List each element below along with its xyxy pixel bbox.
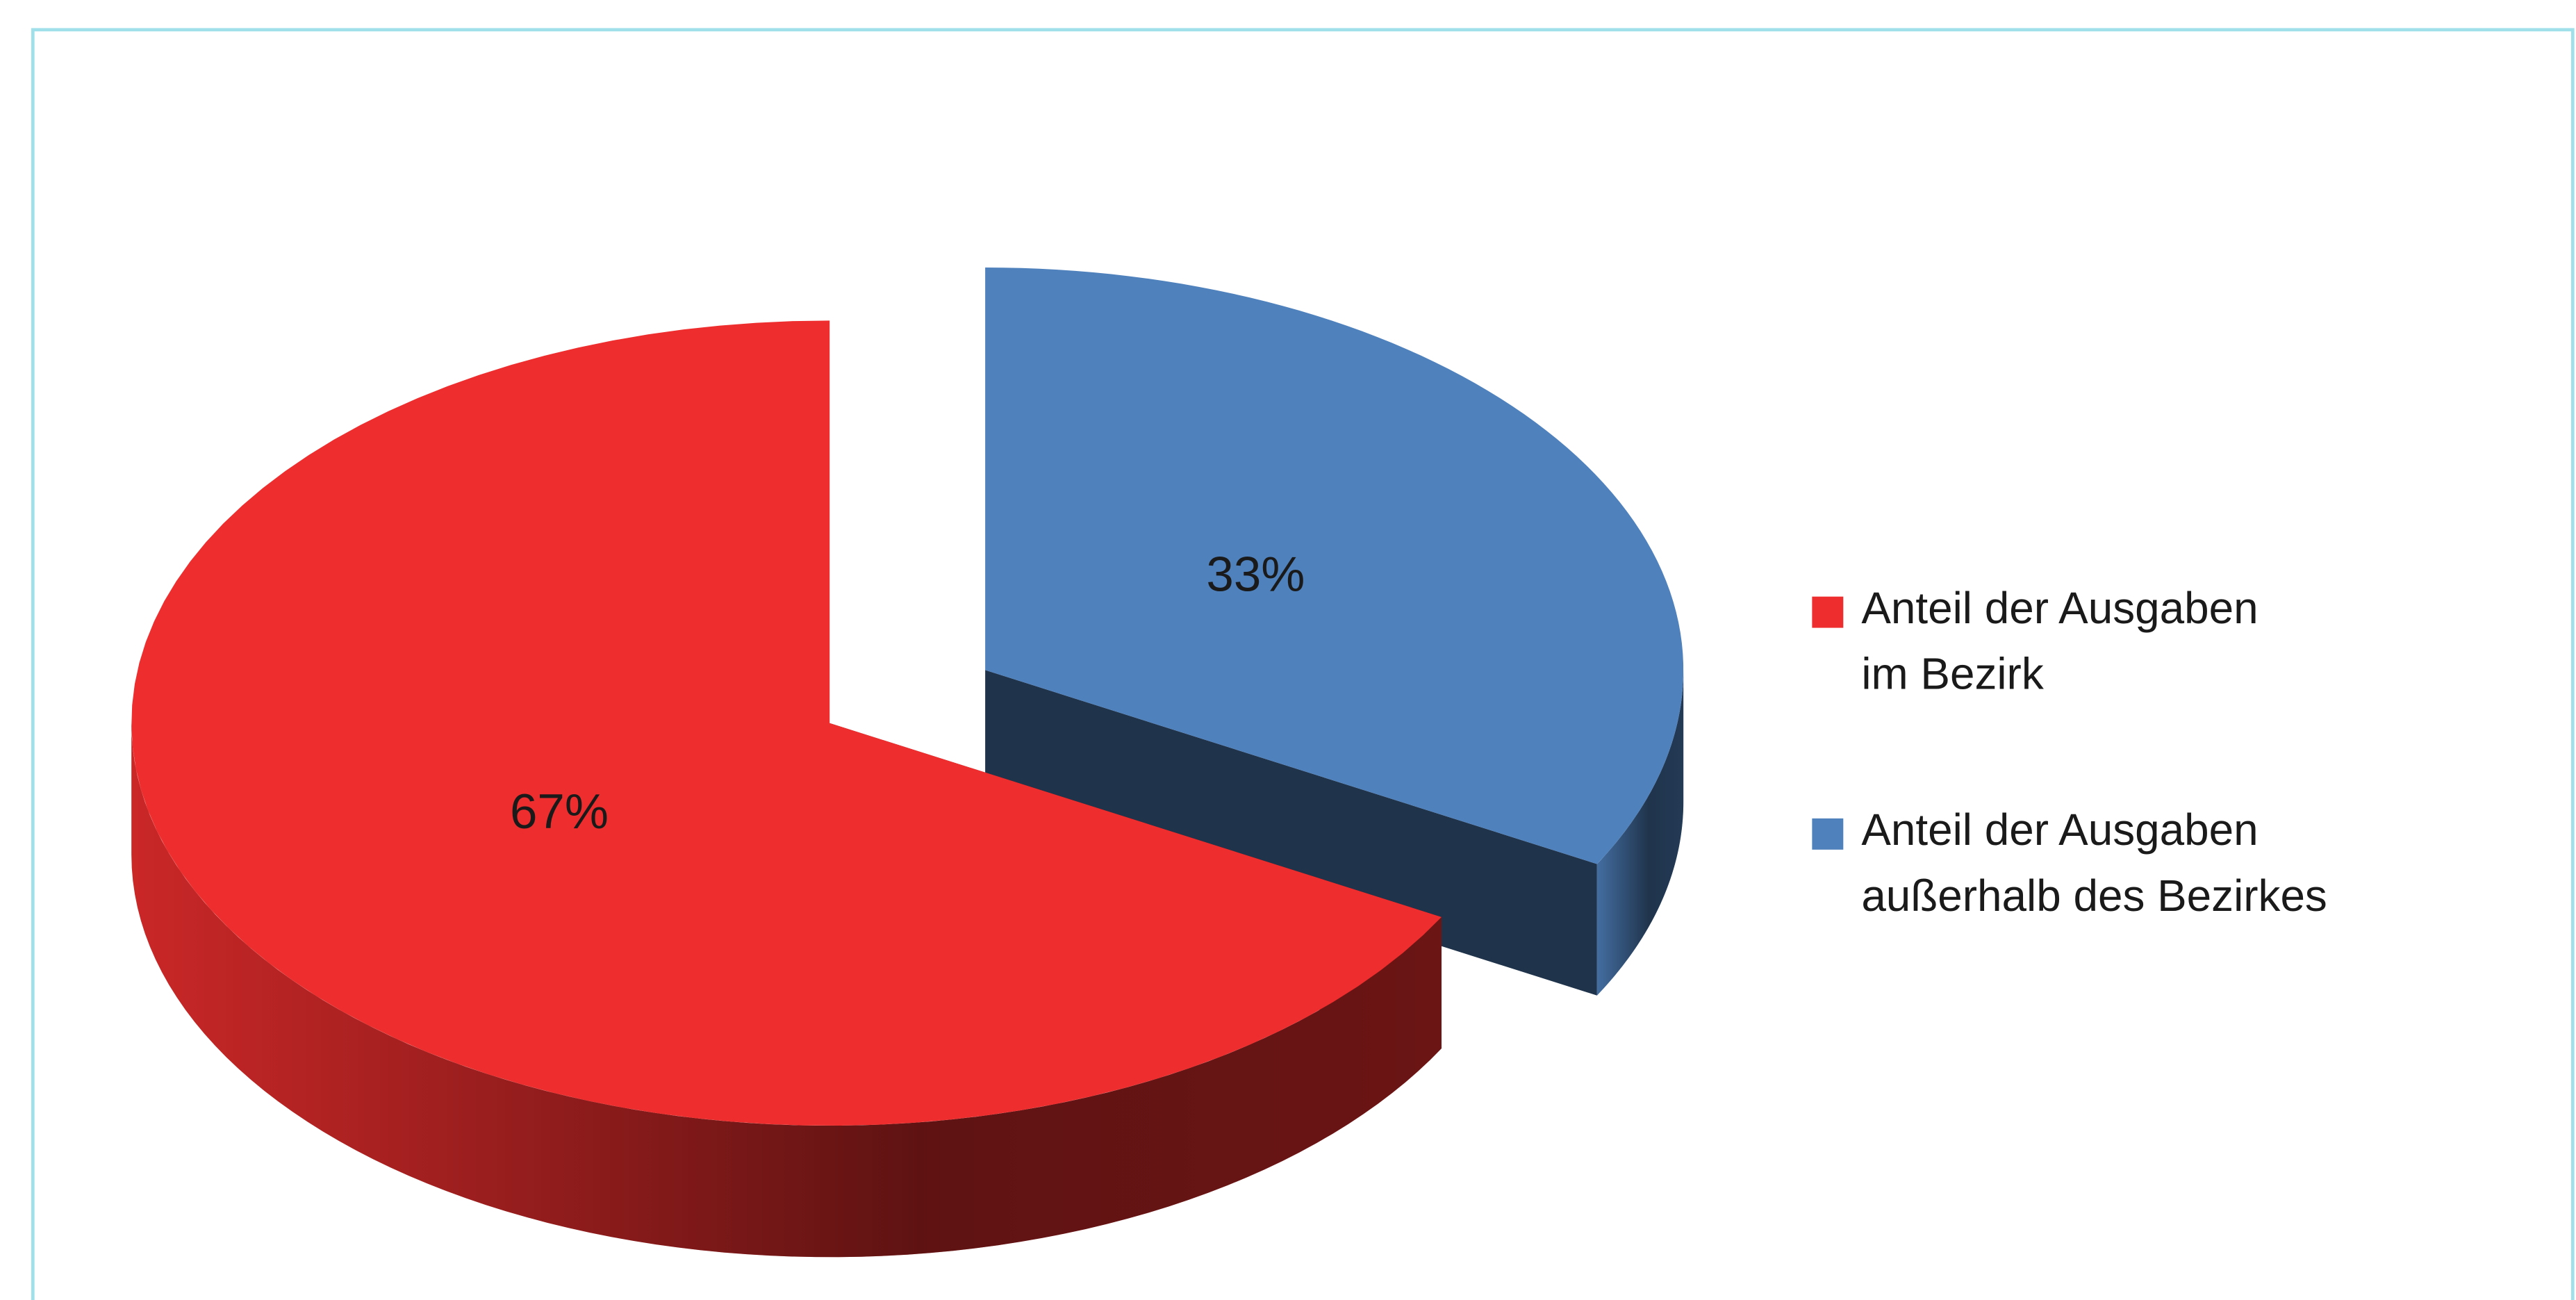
pie-slice: 67% (131, 320, 1442, 1258)
legend: Anteil der Ausgaben im Bezirk Anteil der … (1812, 583, 2327, 921)
slice-cut-face (985, 670, 1597, 996)
legend-label: Anteil der Ausgaben außerhalb des Bezirk… (1861, 805, 2327, 921)
slice-top (985, 268, 1684, 864)
legend-label: Anteil der Ausgaben im Bezirk (1861, 583, 2270, 699)
slice-wall-shade (1596, 670, 1684, 996)
pie-slice: 33% (985, 268, 1684, 996)
legend-swatch (1812, 818, 1844, 850)
slice-wall-shade (131, 723, 1442, 1258)
slice-top (131, 320, 1442, 1126)
pie: 33% 67% (131, 268, 1684, 1258)
data-label: 67% (510, 784, 609, 839)
legend-swatch (1812, 596, 1844, 628)
data-label: 33% (1206, 547, 1305, 602)
